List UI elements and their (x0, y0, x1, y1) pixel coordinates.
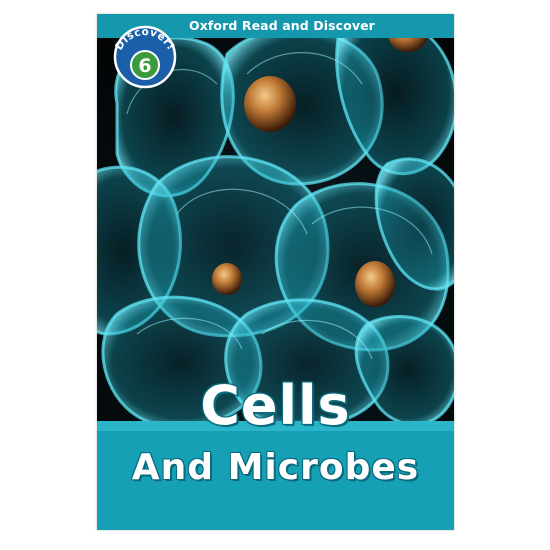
title-band (97, 421, 454, 530)
book-subtitle: And Microbes (131, 447, 420, 488)
nucleus (244, 76, 296, 132)
nucleus (355, 261, 395, 307)
cell (354, 315, 454, 426)
level-badge: Discover! 6 (113, 25, 176, 89)
series-title: Oxford Read and Discover (189, 18, 375, 33)
nucleus (212, 263, 242, 295)
badge-level: 6 (138, 55, 151, 77)
cell (374, 157, 454, 291)
cells-illustration (97, 14, 454, 530)
book-cover: Oxford Read and Discover Discover! 6 Cel… (97, 14, 454, 530)
book-title: Cells (200, 374, 351, 437)
